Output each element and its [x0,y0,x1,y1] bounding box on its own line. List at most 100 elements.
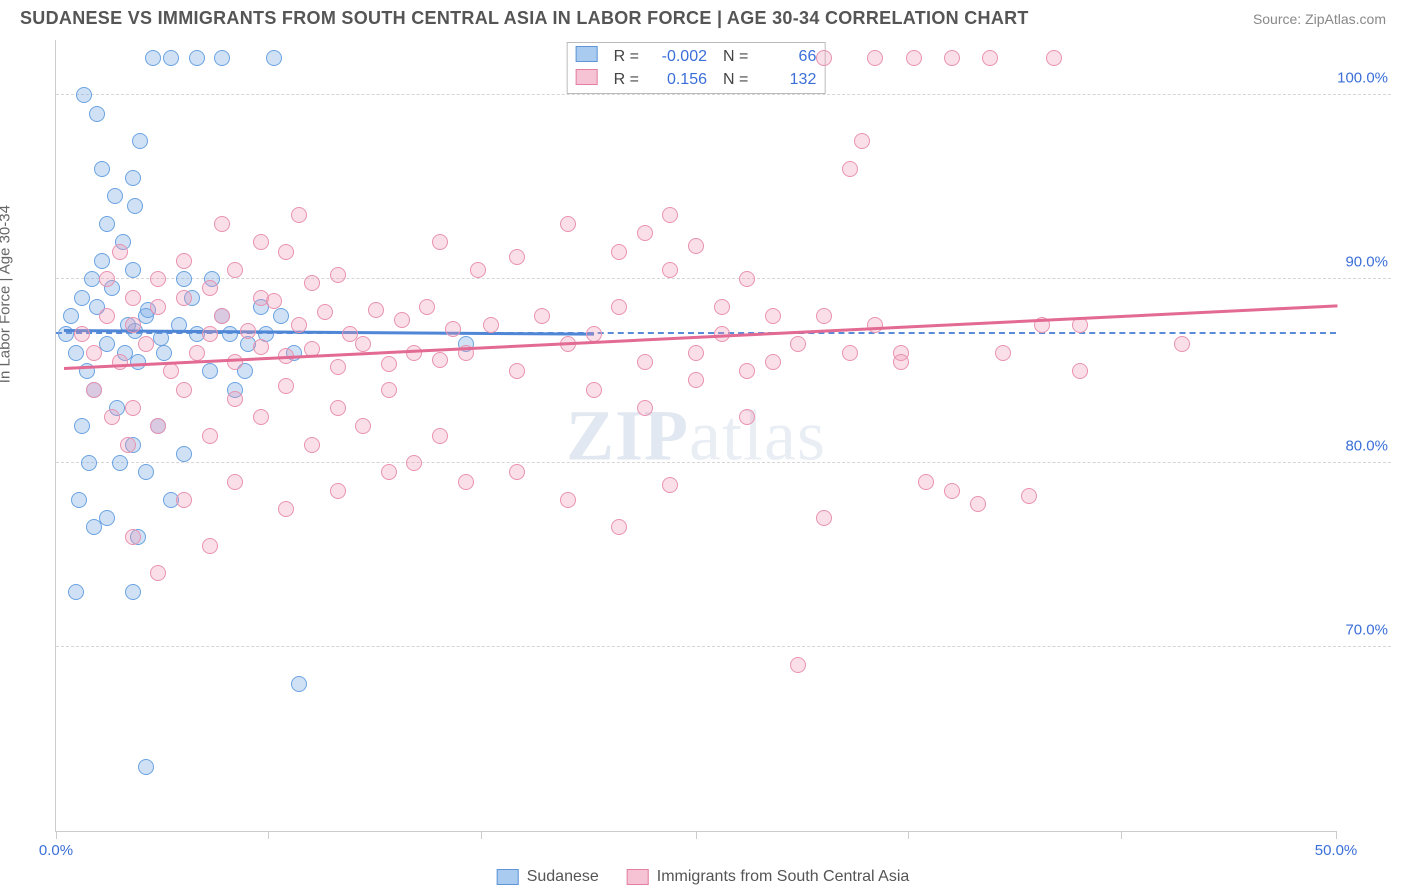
source-attribution: Source: ZipAtlas.com [1253,11,1386,27]
data-point [150,271,166,287]
data-point [138,759,154,775]
data-point [432,352,448,368]
data-point [867,317,883,333]
data-point [253,234,269,250]
data-point [765,308,781,324]
gridline-h [56,646,1391,647]
data-point [893,354,909,370]
data-point [222,326,238,342]
data-point [304,437,320,453]
data-point [368,302,384,318]
data-point [150,565,166,581]
data-point [560,216,576,232]
data-point [662,477,678,493]
data-point [637,354,653,370]
data-point [227,474,243,490]
data-point [355,418,371,434]
legend-n-value: 66 [764,48,816,66]
data-point [202,326,218,342]
data-point [156,345,172,361]
data-point [445,321,461,337]
gridline-h [56,462,1391,463]
legend-item: Sudanese [497,868,599,886]
data-point [944,483,960,499]
data-point [278,244,294,260]
data-point [94,253,110,269]
chart-container: In Labor Force | Age 30-34 ZIPatlas R =-… [15,40,1391,852]
data-point [130,354,146,370]
data-point [662,207,678,223]
data-point [432,428,448,444]
data-point [84,271,100,287]
data-point [202,428,218,444]
data-point [240,323,256,339]
data-point [74,418,90,434]
legend-label: Immigrants from South Central Asia [657,868,910,886]
data-point [63,308,79,324]
data-point [586,382,602,398]
data-point [534,308,550,324]
data-point [202,280,218,296]
data-point [906,50,922,66]
series-legend: Sudanese Immigrants from South Central As… [497,868,910,886]
data-point [944,50,960,66]
data-point [854,133,870,149]
data-point [150,418,166,434]
data-point [125,584,141,600]
data-point [68,584,84,600]
x-tick-label: 50.0% [1315,842,1358,859]
data-point [662,262,678,278]
data-point [432,234,448,250]
data-point [99,216,115,232]
data-point [918,474,934,490]
data-point [176,382,192,398]
data-point [816,50,832,66]
data-point [381,464,397,480]
data-point [153,330,169,346]
data-point [816,308,832,324]
legend-row: R =-0.002N =66 [568,45,825,68]
data-point [982,50,998,66]
data-point [688,345,704,361]
data-point [125,262,141,278]
data-point [867,50,883,66]
data-point [68,345,84,361]
data-point [253,290,269,306]
y-tick-label: 100.0% [1337,70,1388,87]
data-point [86,345,102,361]
gridline-h [56,278,1391,279]
data-point [189,50,205,66]
legend-swatch [627,869,649,885]
legend-label: Sudanese [527,868,599,886]
data-point [176,492,192,508]
data-point [611,244,627,260]
data-point [611,519,627,535]
data-point [1021,488,1037,504]
data-point [304,275,320,291]
data-point [291,317,307,333]
data-point [273,308,289,324]
data-point [189,345,205,361]
data-point [637,400,653,416]
data-point [214,50,230,66]
data-point [278,501,294,517]
data-point [125,529,141,545]
data-point [214,308,230,324]
x-tick [268,831,269,839]
data-point [560,492,576,508]
data-point [150,299,166,315]
gridline-h [56,94,1391,95]
data-point [509,363,525,379]
y-tick-label: 70.0% [1345,622,1388,639]
legend-r-value: -0.002 [655,48,707,66]
data-point [611,299,627,315]
legend-r-value: 0.156 [655,71,707,89]
data-point [509,249,525,265]
legend-n-label: N = [715,68,756,91]
data-point [107,188,123,204]
data-point [112,354,128,370]
data-point [394,312,410,328]
data-point [688,372,704,388]
watermark: ZIPatlas [566,394,826,477]
y-tick-label: 90.0% [1345,254,1388,271]
